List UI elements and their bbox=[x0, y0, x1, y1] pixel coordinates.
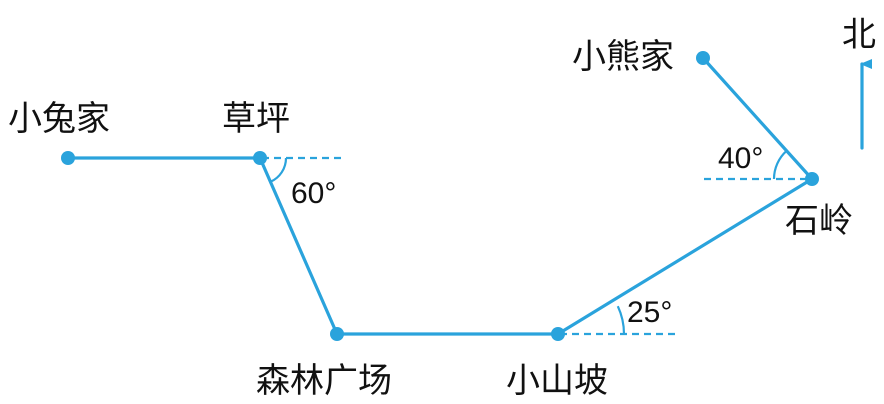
route-lawn-to-forest-square bbox=[258, 156, 339, 336]
label-stone-ridge: 石岭 bbox=[785, 201, 853, 241]
label-bear-home: 小熊家 bbox=[572, 37, 674, 77]
angle-label-lawn: 60° bbox=[291, 177, 336, 210]
angle-arc-hill bbox=[616, 305, 626, 335]
route-stone-ridge-to-bear-home bbox=[701, 56, 814, 181]
node-forest-square bbox=[330, 327, 344, 341]
label-forest-square: 森林广场 bbox=[256, 361, 392, 401]
label-rabbit-home: 小兔家 bbox=[8, 99, 110, 139]
compass-north-label: 北 bbox=[842, 15, 876, 55]
node-stone-ridge bbox=[805, 172, 819, 186]
node-lawn bbox=[253, 151, 267, 165]
route-hill-to-stone-ridge bbox=[556, 177, 814, 336]
angle-arc-stone-ridge bbox=[772, 149, 788, 180]
label-lawn: 草坪 bbox=[222, 99, 290, 139]
node-hill bbox=[551, 327, 565, 341]
angle-label-stone-ridge: 40° bbox=[718, 142, 763, 175]
angle-arc-lawn bbox=[270, 157, 288, 183]
angle-label-hill: 25° bbox=[627, 296, 672, 329]
node-bear-home bbox=[696, 51, 710, 65]
node-rabbit-home bbox=[61, 151, 75, 165]
label-hill: 小山坡 bbox=[506, 361, 608, 401]
